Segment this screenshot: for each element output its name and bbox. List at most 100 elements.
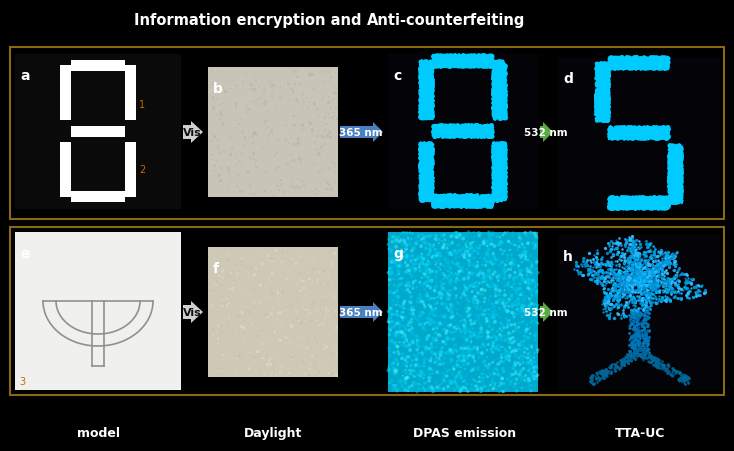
Point <box>643 197 655 204</box>
Point <box>446 53 458 60</box>
Point <box>425 81 437 88</box>
Point <box>495 188 507 195</box>
Point <box>401 287 413 295</box>
Point <box>473 55 484 62</box>
Point <box>618 127 630 134</box>
Point <box>454 198 465 206</box>
Point <box>485 57 497 64</box>
Point <box>415 90 427 97</box>
Point <box>591 98 603 106</box>
Point <box>592 110 603 118</box>
Point <box>390 260 401 267</box>
Point <box>645 199 657 207</box>
Bar <box>262 147 264 149</box>
Point <box>653 58 664 65</box>
Point <box>498 87 510 94</box>
Point <box>642 201 653 208</box>
Point <box>476 128 488 135</box>
Point <box>497 97 509 105</box>
Point <box>416 187 428 194</box>
Point <box>648 133 660 141</box>
Point <box>671 159 683 166</box>
Point <box>633 205 644 212</box>
Point <box>440 195 452 202</box>
Point <box>602 66 614 74</box>
Point <box>664 194 676 201</box>
Point <box>416 179 428 187</box>
Point <box>435 130 446 138</box>
Point <box>624 58 636 65</box>
Point <box>634 135 646 143</box>
Text: 3: 3 <box>19 376 25 386</box>
Point <box>502 318 514 326</box>
Point <box>486 204 498 211</box>
Point <box>442 123 454 130</box>
Point <box>449 342 461 349</box>
Point <box>631 134 643 141</box>
Point <box>414 190 426 198</box>
Point <box>390 237 401 244</box>
Point <box>476 124 488 132</box>
Point <box>499 87 511 95</box>
Bar <box>236 165 239 166</box>
Bar <box>275 92 278 95</box>
Point <box>445 198 457 205</box>
Point <box>664 168 675 175</box>
Point <box>423 345 435 352</box>
Point <box>655 131 667 138</box>
Point <box>496 108 508 115</box>
Point <box>509 325 521 332</box>
Point <box>460 197 472 204</box>
Point <box>415 155 427 162</box>
Point <box>658 58 669 65</box>
Bar <box>324 144 326 146</box>
Point <box>636 198 648 206</box>
Point <box>464 252 476 259</box>
Point <box>437 126 448 133</box>
Point <box>465 195 476 202</box>
Point <box>429 61 440 68</box>
Bar <box>241 258 243 260</box>
Point <box>457 123 468 130</box>
Point <box>600 105 611 112</box>
Point <box>426 92 437 100</box>
Point <box>669 184 680 191</box>
Point <box>498 88 509 96</box>
Point <box>486 193 498 201</box>
Point <box>652 204 664 212</box>
Point <box>454 60 465 67</box>
Point <box>599 79 611 87</box>
Point <box>470 60 482 68</box>
Point <box>458 127 470 134</box>
Point <box>471 335 483 342</box>
Bar <box>255 194 256 195</box>
Point <box>597 93 609 101</box>
Bar <box>241 121 242 123</box>
Point <box>479 60 490 67</box>
Point <box>423 174 435 181</box>
Point <box>488 140 500 147</box>
Point <box>595 102 607 109</box>
Point <box>628 196 639 203</box>
Point <box>669 155 680 162</box>
Point <box>426 164 437 171</box>
Point <box>630 56 642 64</box>
Point <box>608 64 619 71</box>
Point <box>489 184 501 192</box>
Point <box>648 195 660 202</box>
Point <box>659 65 671 73</box>
Point <box>447 302 459 309</box>
Point <box>646 130 658 138</box>
Point <box>445 193 457 201</box>
Point <box>440 58 452 65</box>
Point <box>424 179 435 186</box>
Point <box>594 106 606 114</box>
Point <box>424 167 436 174</box>
Point <box>499 164 511 171</box>
Point <box>498 64 510 71</box>
Point <box>483 54 495 61</box>
Point <box>454 364 465 371</box>
Point <box>418 62 429 69</box>
Point <box>445 134 457 141</box>
Point <box>429 198 441 206</box>
